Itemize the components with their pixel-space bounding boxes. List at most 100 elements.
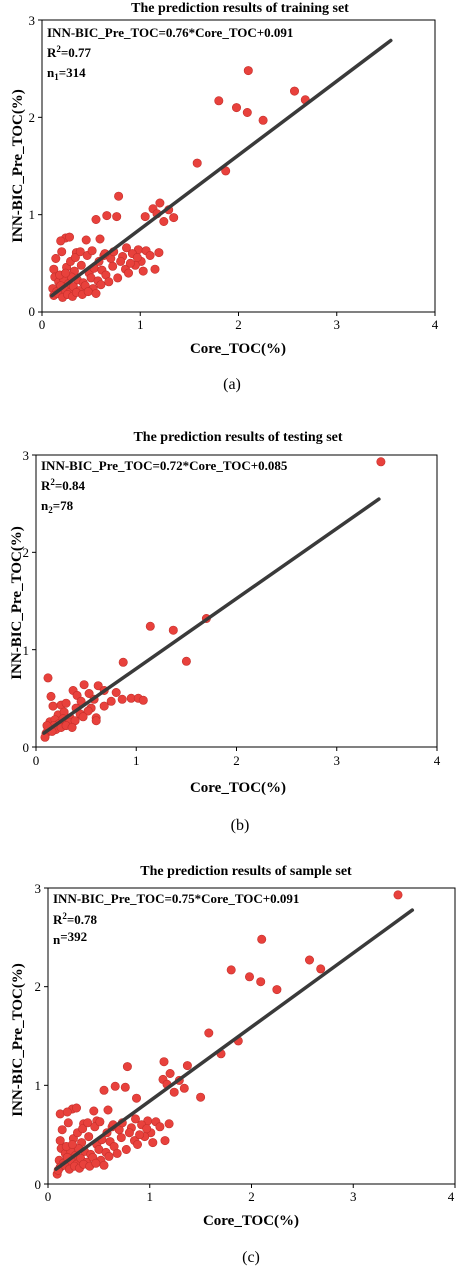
data-point [81,235,91,245]
x-axis-label: Core_TOC(%) [203,1213,299,1229]
x-axis-label: Core_TOC(%) [190,780,286,796]
y-axis: 0 1 2 3 [29,13,42,319]
data-point [131,1114,141,1124]
x-tick-label: 3 [334,753,341,768]
data-point [124,268,134,278]
data-point [57,1125,67,1135]
data-point [57,247,67,257]
r2-text: R2=0.78 [53,911,98,927]
data-point [61,268,71,278]
data-point [75,247,85,257]
y-axis: 0 1 2 3 [35,881,48,1192]
data-point [243,66,253,76]
y-axis: 0 1 2 3 [23,448,36,755]
data-point [61,698,71,708]
data-point [245,972,255,982]
x-tick-label: 4 [432,317,439,332]
data-point [114,191,124,201]
y-tick-label: 2 [29,110,36,125]
data-point [164,1119,174,1129]
plot-area [41,19,436,313]
data-point [138,266,148,276]
data-point [111,687,121,697]
data-point [122,1062,132,1072]
x-tick-label: 0 [39,317,46,332]
data-point [154,248,164,258]
data-point [132,1093,142,1103]
panel-label: (a) [223,376,241,393]
data-point [108,261,118,271]
panel-label: (c) [242,1249,260,1266]
x-tick-label: 4 [434,753,441,768]
data-point [232,103,242,113]
data-point [117,694,127,704]
data-point [122,243,132,253]
data-point [99,1160,109,1170]
data-point [258,115,268,125]
data-point [272,985,282,995]
data-point [87,246,97,256]
data-point [72,1103,82,1113]
data-point [91,288,101,298]
fit-line [50,38,393,298]
chart-panel-b: The prediction results of testing set IN… [9,430,441,834]
data-point [120,1082,130,1092]
data-point [125,258,135,268]
data-point [91,215,101,225]
points-layer [48,66,310,302]
data-point [93,681,103,691]
data-point [83,706,93,716]
plot-area [47,887,456,1185]
data-point [118,657,128,667]
data-point [142,1124,152,1134]
x-tick-label: 2 [235,317,242,332]
data-point [204,1028,214,1038]
data-point [83,1118,93,1128]
data-point [121,1145,131,1155]
data-point [133,1140,143,1150]
y-tick-label: 3 [35,881,42,896]
data-point [112,1148,122,1158]
x-tick-label: 1 [133,753,140,768]
data-point [179,1083,189,1093]
y-tick-label: 3 [23,448,30,463]
fit-line [42,497,381,735]
data-point [257,934,267,944]
data-point [95,234,105,244]
data-point [103,1105,113,1115]
y-tick-label: 1 [35,1078,42,1093]
data-point [159,217,169,227]
data-point [62,1107,72,1117]
x-axis-label: Core_TOC(%) [190,341,286,357]
chart-title: The prediction results of sample set [140,864,352,879]
equation-text: INN-BIC_Pre_TOC=0.72*Core_TOC+0.085 [41,458,288,473]
data-point [181,656,191,666]
data-point [140,212,150,222]
chart-title: The prediction results of training set [131,1,349,16]
data-point [226,965,236,975]
data-point [79,680,89,690]
x-axis: 0 1 2 3 4 Core_TOC(%) [33,747,441,796]
y-tick-label: 3 [29,13,36,28]
data-point [155,1122,165,1132]
y-axis-label: INN-BIC_Pre_TOC(%) [10,963,26,1117]
y-tick-label: 1 [29,207,36,222]
data-point [96,280,106,290]
data-point [67,722,77,732]
data-point [316,964,326,974]
r2-text: R2=0.77 [47,44,92,60]
x-tick-label: 2 [233,753,240,768]
equation-text: INN-BIC_Pre_TOC=0.76*Core_TOC+0.091 [47,25,293,40]
data-point [84,688,94,698]
data-point [192,158,202,168]
data-point [104,277,114,287]
data-point [214,96,224,106]
y-tick-label: 0 [35,1177,42,1192]
data-point [148,1138,158,1148]
y-tick-label: 0 [23,740,30,755]
n-text: n1=314 [47,65,86,82]
data-point [67,1140,77,1150]
plot-area [35,454,438,748]
data-point [155,198,165,208]
